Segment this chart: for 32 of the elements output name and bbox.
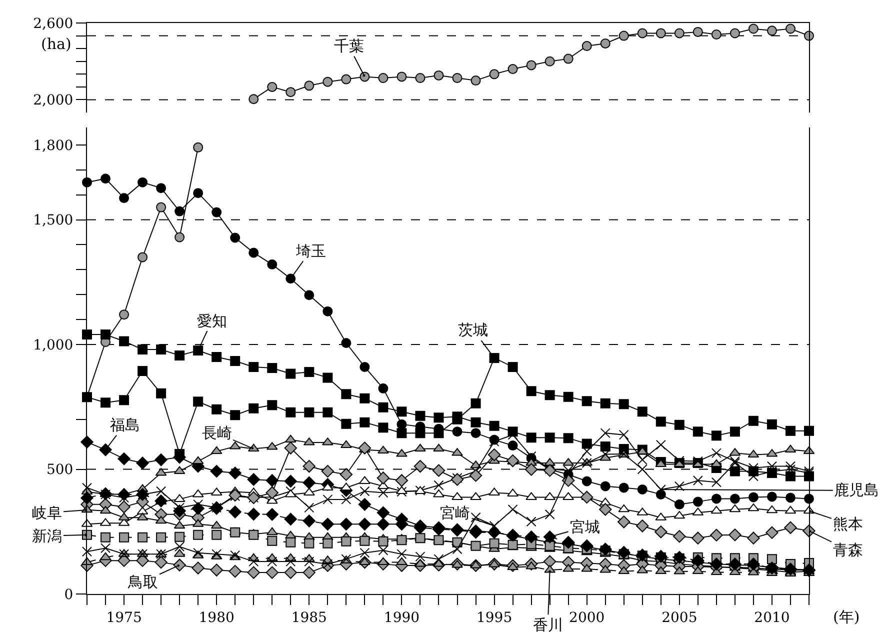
annotation: 香川 (533, 616, 563, 634)
annotation: 岐阜 (32, 504, 62, 522)
annotation: 宮崎 (440, 504, 470, 522)
y-tick-label: 500 (46, 462, 74, 478)
x-tick-label: 2000 (569, 610, 605, 626)
annotation: 福島 (110, 416, 140, 434)
x-tick-label: 1995 (476, 610, 512, 626)
x-tick-label: 2005 (662, 610, 698, 626)
x-tick-label: 1975 (106, 610, 142, 626)
y-tick-label: 0 (64, 586, 74, 603)
annotation: 新潟 (32, 527, 62, 545)
y-tick-label: 2,000 (33, 92, 74, 109)
y-tick-label: 2,600 (33, 16, 74, 32)
x-axis-title: (年) (833, 608, 860, 626)
annotation: 青森 (833, 541, 863, 559)
y-tick-label: 1,500 (33, 212, 74, 229)
annotation: 埼玉 (295, 242, 326, 260)
annotation: 鳥取 (127, 573, 158, 591)
annotation: 鹿児島 (834, 481, 879, 499)
x-tick-label: 2010 (754, 610, 790, 626)
x-tick-label: 1980 (198, 610, 234, 626)
annotation: 長崎 (202, 424, 232, 442)
annotation: 千葉 (334, 37, 364, 55)
x-tick-label: 1985 (291, 610, 327, 626)
y-axis-title: (ha) (41, 35, 72, 53)
y-tick-label: 1,000 (33, 337, 74, 354)
annotation: 熊本 (833, 515, 863, 533)
annotation: 茨城 (458, 321, 488, 339)
annotation: 愛知 (197, 312, 227, 330)
y-tick-label: 1,800 (33, 138, 74, 154)
x-tick-label: 1990 (384, 610, 420, 626)
annotation: 宮城 (570, 518, 600, 536)
